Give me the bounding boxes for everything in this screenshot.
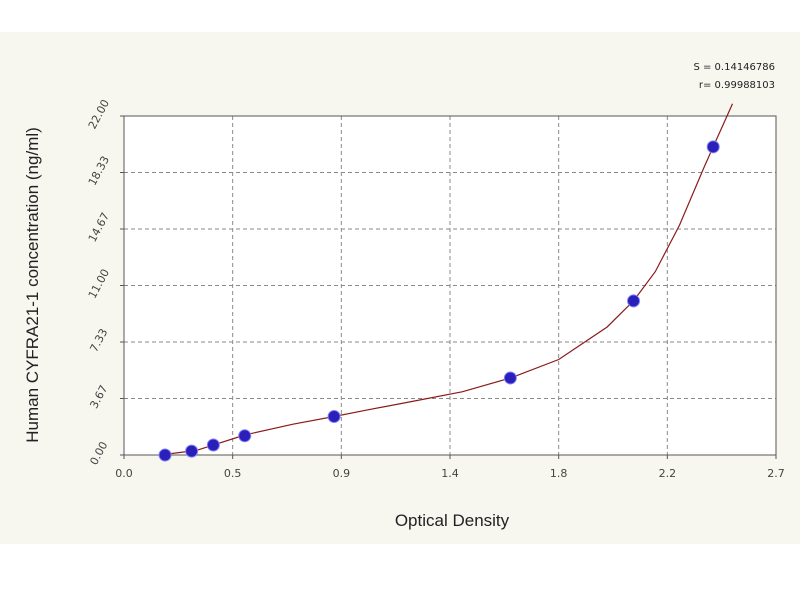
data-point	[627, 294, 641, 308]
x-tick-label: 1.4	[441, 467, 459, 480]
grid-lines	[124, 116, 776, 455]
x-tick-label: 2.7	[767, 467, 785, 480]
x-tick-label: 0.5	[224, 467, 242, 480]
data-point	[206, 438, 220, 452]
stat-r-value: r= 0.99988103	[699, 80, 775, 91]
data-point	[238, 429, 252, 443]
data-point	[158, 448, 172, 462]
y-axis-title: Human CYFRA21-1 concentration (ng/ml)	[23, 127, 42, 443]
data-point	[503, 371, 517, 385]
x-axis-title: Optical Density	[395, 511, 510, 530]
x-axis-ticks: 0.0 0.5 0.9 1.4 1.8 2.2 2.7	[115, 455, 785, 480]
fit-curve	[160, 103, 734, 455]
x-tick-label: 2.2	[659, 467, 677, 480]
x-tick-label: 0.9	[333, 467, 351, 480]
data-point	[327, 409, 341, 423]
x-tick-label: 1.8	[550, 467, 568, 480]
data-point	[706, 140, 720, 154]
data-point	[185, 444, 199, 458]
stat-s-value: S = 0.14146786	[693, 62, 775, 73]
x-tick-label: 0.0	[115, 467, 133, 480]
series-layer	[158, 103, 734, 462]
